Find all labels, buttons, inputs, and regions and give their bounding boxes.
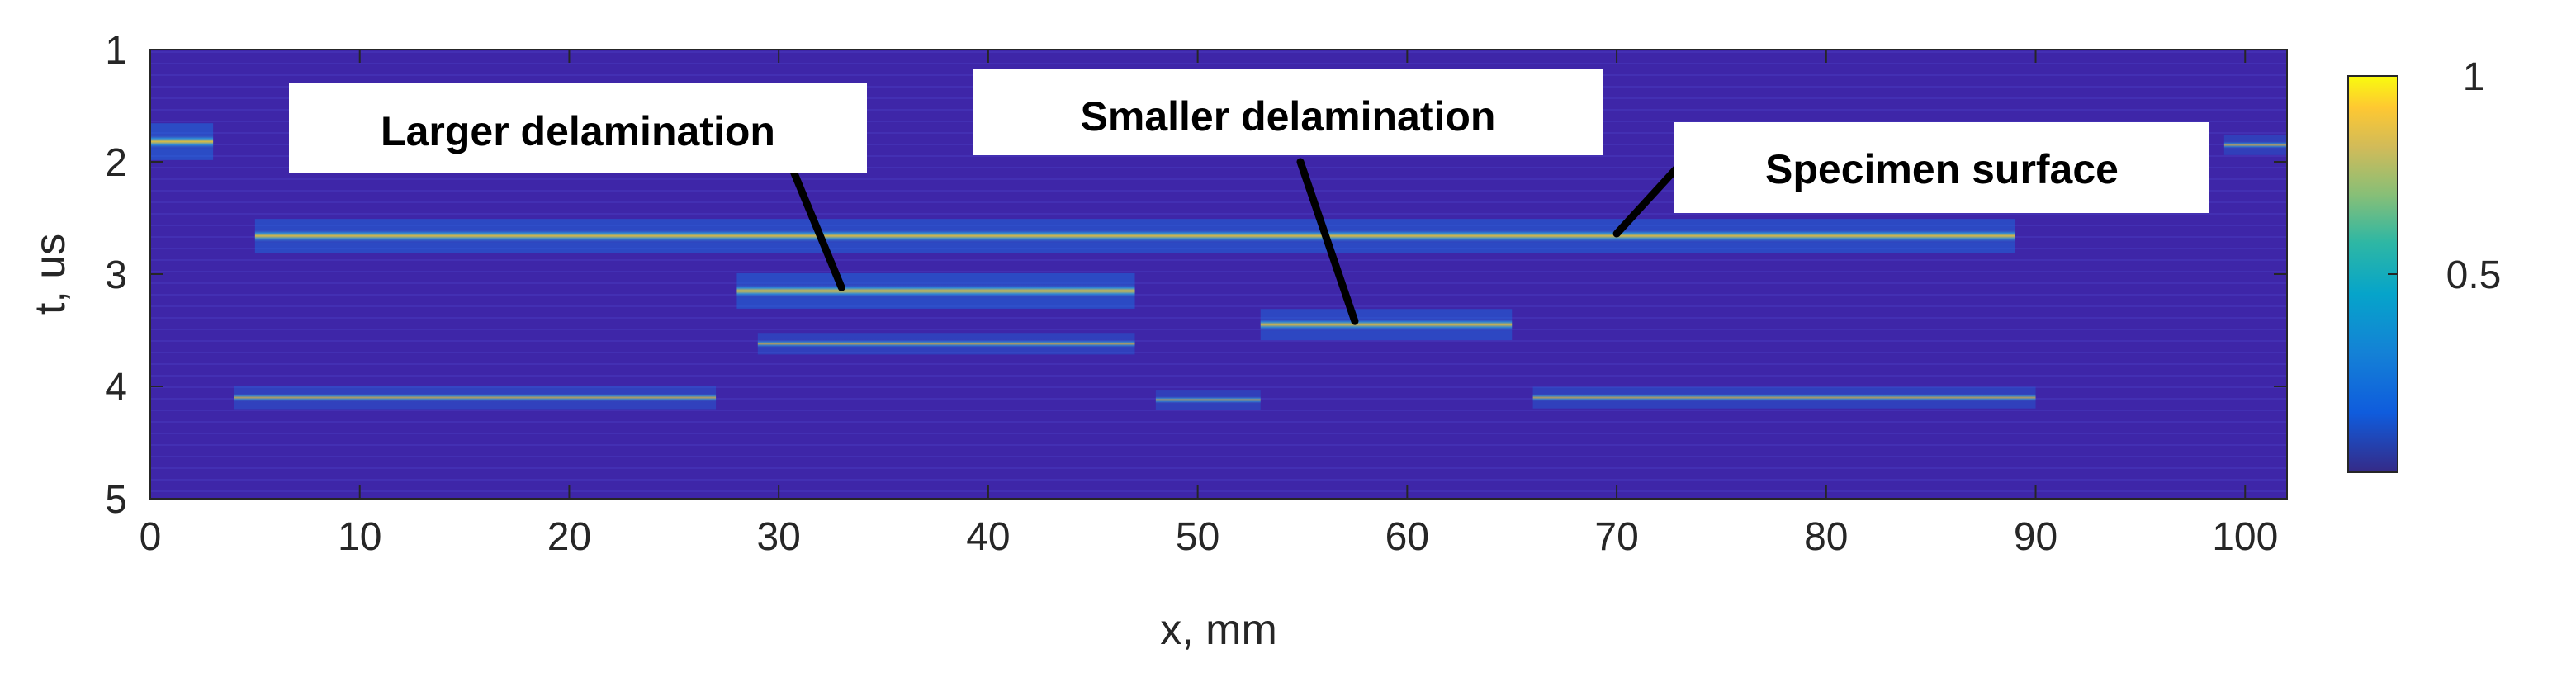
- back-wall-middle: [1155, 395, 1261, 405]
- colorbar-ticks: 0.51: [2388, 55, 2501, 297]
- y-tick-label: 4: [105, 366, 127, 410]
- annotation-box: [1674, 122, 2209, 213]
- surface-echo-right-edge: [2223, 140, 2287, 149]
- annotation-box: [289, 83, 867, 173]
- surface-echo-left-edge: [150, 134, 214, 149]
- x-tick-label: 90: [2014, 515, 2057, 559]
- specimen-surface: [254, 229, 2015, 244]
- y-axis-label: t, us: [26, 234, 74, 315]
- smaller-delamination: [1260, 318, 1513, 332]
- x-axis-ticks: 0 10 20 30 40 50 60 70 80 90 100: [140, 50, 2278, 559]
- x-tick-label: 30: [756, 515, 800, 559]
- x-tick-label: 40: [966, 515, 1010, 559]
- x-tick-label: 50: [1176, 515, 1219, 559]
- x-tick-label: 60: [1385, 515, 1429, 559]
- annotation-pointer: [1612, 159, 1685, 238]
- x-tick-label: 0: [140, 515, 162, 559]
- back-wall-left: [234, 392, 717, 403]
- x-tick-label: 100: [2212, 515, 2278, 559]
- larger-delamination: [736, 283, 1135, 299]
- annotations: Larger delamination Smaller delamination S…: [289, 69, 2209, 325]
- annotation-box: [973, 69, 1603, 155]
- annotation-label: Specimen surface: [1765, 146, 2119, 192]
- y-axis-ticks: 1 2 3 4 5: [105, 29, 2287, 522]
- back-wall-right: [1532, 393, 2036, 403]
- x-tick-label: 80: [1804, 515, 1848, 559]
- heatmap-features: [150, 123, 2287, 410]
- annotation-label: Larger delamination: [381, 108, 775, 154]
- y-tick-label: 3: [105, 253, 127, 297]
- x-tick-label: 20: [547, 515, 591, 559]
- colorbar-tick-label: 0.5: [2446, 253, 2502, 297]
- larger-delamination-echo: [757, 339, 1135, 348]
- y-tick-label: 5: [105, 478, 127, 522]
- colorbar-tick-label: 1: [2463, 55, 2485, 99]
- y-tick-label: 1: [105, 29, 127, 73]
- x-tick-label: 10: [338, 515, 381, 559]
- annotation-pointer: [788, 165, 845, 291]
- x-tick-label: 70: [1594, 515, 1638, 559]
- annotation-pointer: [1296, 158, 1359, 325]
- y-tick-label: 2: [105, 141, 127, 185]
- x-axis-label: x, mm: [1160, 606, 1277, 654]
- annotation-label: Smaller delamination: [1081, 93, 1496, 140]
